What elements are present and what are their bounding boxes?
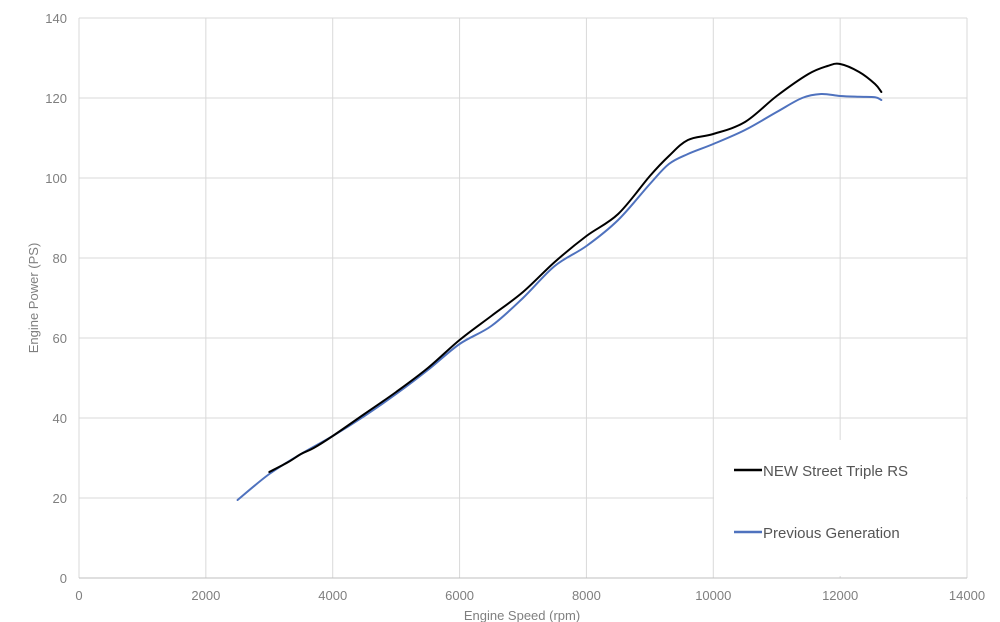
y-tick-label-20: 20 <box>53 491 67 506</box>
x-tick-label-2000: 2000 <box>191 588 220 603</box>
x-tick-label-6000: 6000 <box>445 588 474 603</box>
x-tick-label-8000: 8000 <box>572 588 601 603</box>
series-lines <box>236 62 883 501</box>
legend-label-previous: Previous Generation <box>763 525 900 542</box>
legend-background <box>714 440 966 576</box>
grid-lines <box>78 17 968 579</box>
legend: NEW Street Triple RS Previous Generation <box>714 440 966 576</box>
y-tick-label-100: 100 <box>45 171 67 186</box>
y-tick-label-80: 80 <box>53 251 67 266</box>
x-tick-label-0: 0 <box>75 588 82 603</box>
x-axis-title: Engine Speed (rpm) <box>464 608 580 622</box>
y-tick-label-120: 120 <box>45 91 67 106</box>
y-tick-label-0: 0 <box>60 571 67 586</box>
x-tick-label-14000: 14000 <box>949 588 985 603</box>
series-line-new-street-triple-rs <box>268 62 883 473</box>
y-tick-label-60: 60 <box>53 331 67 346</box>
tick-labels: 0 2000 4000 6000 8000 10000 12000 14000 0 20 40 60 8… <box>45 11 985 603</box>
series-line-previous-generation <box>236 92 883 501</box>
x-tick-label-12000: 12000 <box>822 588 858 603</box>
x-tick-label-10000: 10000 <box>695 588 731 603</box>
legend-label-new: NEW Street Triple RS <box>763 463 908 480</box>
y-tick-label-40: 40 <box>53 411 67 426</box>
y-axis-title: Engine Power (PS) <box>26 243 41 354</box>
x-tick-label-4000: 4000 <box>318 588 347 603</box>
y-tick-label-140: 140 <box>45 11 67 26</box>
